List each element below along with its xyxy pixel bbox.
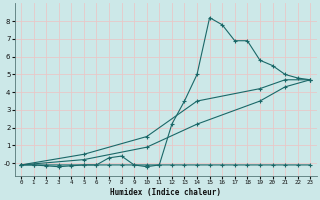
X-axis label: Humidex (Indice chaleur): Humidex (Indice chaleur) xyxy=(110,188,221,197)
